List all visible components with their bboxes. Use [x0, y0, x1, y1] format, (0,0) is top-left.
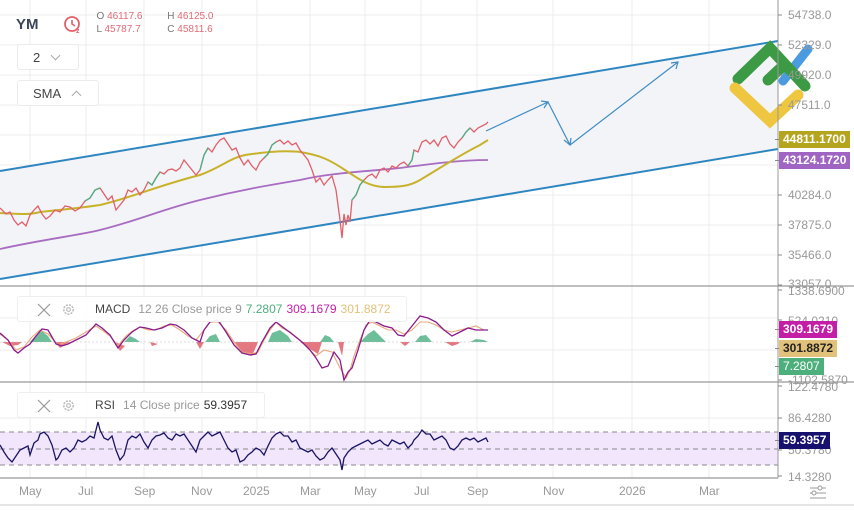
- high-value: 46125.0: [177, 11, 214, 22]
- price-axis-label: 35466.0: [788, 248, 832, 262]
- macd-line-value: 309.1679: [286, 302, 337, 316]
- close-icon[interactable]: [37, 303, 51, 317]
- price-axis-label: 52329.0: [788, 38, 832, 52]
- time-axis-label: 2026: [619, 484, 646, 498]
- rsi-axis-label: 122.4780: [788, 380, 839, 394]
- macd-signal-badge: 301.8872: [774, 340, 838, 357]
- price-axis-label: 40284.0: [788, 188, 832, 202]
- interval-select[interactable]: 2: [17, 44, 79, 70]
- clock-icon[interactable]: z: [63, 14, 83, 34]
- channel-upper-line[interactable]: [0, 40, 779, 172]
- channel-lower-line[interactable]: [0, 148, 779, 280]
- gear-icon[interactable]: [61, 302, 76, 317]
- time-axis-label: Sep: [134, 484, 156, 498]
- macd-line-badge: 309.1679: [774, 321, 838, 338]
- rsi-name: RSI: [95, 398, 116, 412]
- symbol-header: YM z O 46117.6 L 45787.7 H 46125.0 C 458…: [16, 10, 213, 36]
- macd-histogram-badge: 7.2807: [775, 358, 824, 375]
- low-value: 45787.7: [104, 24, 141, 35]
- chart-settings-icon[interactable]: [808, 484, 828, 500]
- rsi-legend: RSI 14 Close price 59.3957: [17, 392, 265, 418]
- gear-icon[interactable]: [61, 398, 76, 413]
- chevron-down-icon: [50, 50, 61, 60]
- macd-params: 12 26 Close price 9: [138, 302, 242, 316]
- rsi-badge: 59.3957: [774, 432, 831, 449]
- symbol-label: YM: [16, 16, 39, 33]
- price-axis-label: 47511.0: [788, 98, 831, 112]
- rsi-pane: [0, 421, 778, 471]
- rsi-params: 14 Close price: [123, 398, 200, 412]
- time-axis-label: Nov: [543, 484, 565, 498]
- macd-legend: MACD 12 26 Close price 9 7.2807 309.1679…: [17, 296, 407, 322]
- time-axis-label: May: [19, 484, 42, 498]
- sma-fast-line: [0, 139, 489, 215]
- sma-slow-badge: 43124.1720: [774, 152, 851, 169]
- brand-logo-icon: [729, 40, 813, 129]
- price-axis-label: 37875.0: [788, 218, 832, 232]
- close-icon[interactable]: [37, 399, 51, 413]
- time-axis-label: Jul: [78, 484, 94, 498]
- svg-text:z: z: [76, 28, 80, 34]
- close-value: 45811.6: [177, 24, 213, 35]
- price-up-segments: [84, 127, 471, 202]
- ohlc-values: O 46117.6 L 45787.7 H 46125.0 C 45811.6: [96, 11, 214, 35]
- time-axis-label: May: [354, 484, 377, 498]
- chevron-up-icon: [71, 90, 82, 100]
- time-axis-label: Mar: [699, 484, 720, 498]
- projection-arrows[interactable]: [485, 61, 679, 147]
- axis-ticks: [778, 14, 782, 477]
- time-axis-label: Mar: [300, 484, 321, 498]
- sma-fast-badge: 44811.1700: [775, 131, 850, 148]
- time-axis-label: 2025: [243, 484, 270, 498]
- macd-histogram-value: 7.2807: [245, 302, 283, 316]
- macd-axis-label: 1338.6900: [788, 284, 845, 298]
- price-axis-label: 33057.0: [788, 277, 832, 291]
- macd-pane: [0, 315, 488, 382]
- rsi-axis-label: 86.4280: [788, 411, 832, 425]
- sma-indicator-toggle[interactable]: SMA: [17, 80, 99, 106]
- macd-name: MACD: [95, 302, 131, 316]
- channel-fill: [0, 41, 778, 279]
- price-axis-label: 49920.0: [788, 68, 832, 82]
- macd-axis-label: -1102.5870: [788, 373, 848, 387]
- time-axis-label: Nov: [191, 484, 213, 498]
- open-value: 46117.6: [107, 11, 143, 22]
- rsi-value: 59.3957: [203, 398, 248, 412]
- time-axis-label: Jul: [414, 484, 430, 498]
- price-axis-label: 54738.0: [788, 8, 832, 22]
- sma-slow-line: [0, 159, 489, 250]
- rsi-axis-label: 14.3280: [788, 470, 832, 484]
- macd-signal-value: 301.8872: [340, 302, 391, 316]
- time-axis-label: Sep: [467, 484, 489, 498]
